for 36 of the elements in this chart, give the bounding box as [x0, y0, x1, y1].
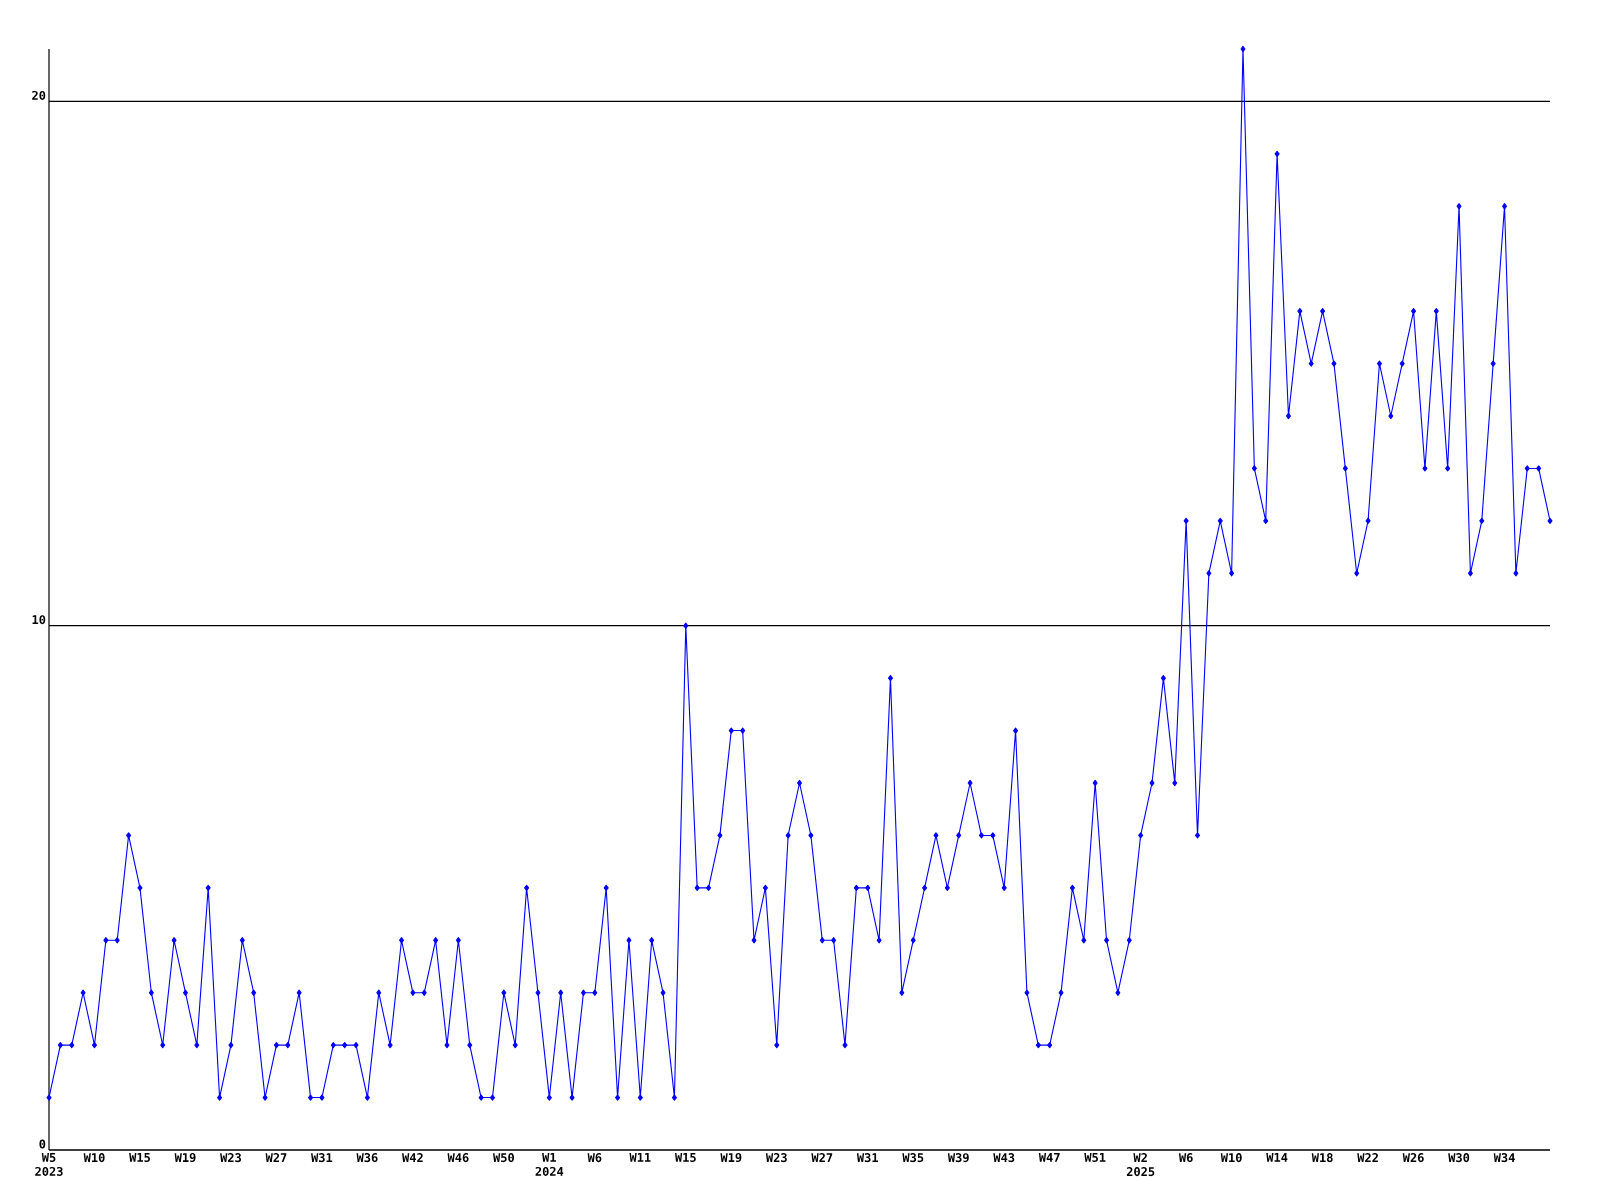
x-tick-label: W14 — [1266, 1153, 1288, 1162]
x-tick-label: W27 — [811, 1153, 833, 1162]
x-tick-label: W30 — [1448, 1153, 1470, 1163]
x-tick-label: W19 — [174, 1153, 196, 1163]
x-tick-label: W1 2024 — [535, 1153, 564, 1176]
x-tick-label: W6 — [1178, 1153, 1193, 1163]
x-tick-label: W31 — [856, 1153, 878, 1163]
x-tick-label: W47 — [1038, 1153, 1060, 1162]
y-tick-label: 10 — [32, 615, 46, 625]
x-tick-label: W15 — [674, 1153, 696, 1162]
x-tick-label: W10 — [83, 1153, 105, 1163]
x-tick-label: W18 — [1311, 1153, 1333, 1163]
x-tick-label: W35 — [902, 1153, 924, 1163]
x-tick-label: W46 — [447, 1153, 469, 1163]
x-tick-label: W42 — [402, 1153, 423, 1162]
y-tick-label: 20 — [32, 90, 46, 100]
x-tick-label: W23 — [220, 1153, 242, 1163]
x-tick-label: W5 2023 — [35, 1153, 63, 1176]
x-tick-label: W34 — [1493, 1153, 1515, 1163]
x-tick-label: W43 — [993, 1153, 1015, 1163]
x-tick-label: W51 — [1084, 1153, 1106, 1162]
x-tick-label: W36 — [356, 1153, 378, 1163]
x-tick-label: W19 — [720, 1153, 742, 1163]
x-tick-label: W27 — [265, 1153, 287, 1162]
x-tick-label: W2 2025 — [1126, 1153, 1155, 1177]
x-tick-label: W6 — [587, 1153, 602, 1163]
x-tick-label: W15 — [129, 1153, 151, 1162]
x-tick-label: W10 — [1220, 1153, 1242, 1163]
x-tick-label: W39 — [947, 1153, 969, 1163]
x-tick-label: W50 — [493, 1153, 514, 1163]
x-tick-label: W31 — [311, 1153, 333, 1163]
x-tick-label: W11 — [629, 1153, 651, 1162]
x-tick-label: W26 — [1402, 1153, 1424, 1163]
y-tick-label: 0 — [39, 1139, 46, 1149]
x-tick-label: W23 — [765, 1153, 787, 1163]
x-tick-label: W22 — [1357, 1153, 1378, 1162]
